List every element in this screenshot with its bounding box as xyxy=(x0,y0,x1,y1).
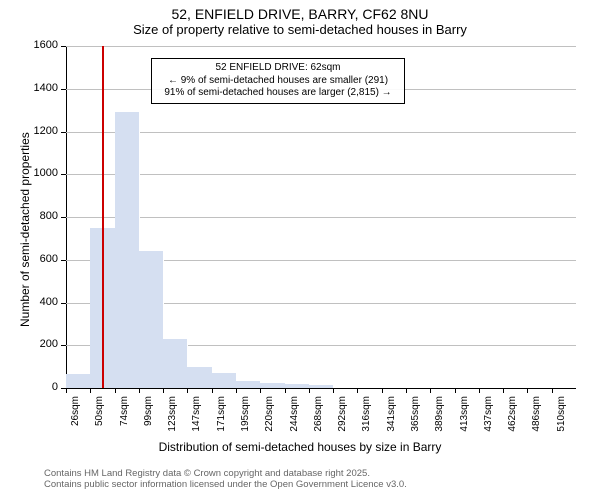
y-tick-label: 800 xyxy=(26,210,58,222)
histogram-bar xyxy=(236,381,261,388)
y-tick-label: 1000 xyxy=(26,167,58,179)
x-axis-label: Distribution of semi-detached houses by … xyxy=(0,440,600,454)
x-tick-label: 316sqm xyxy=(361,396,372,436)
y-tick-label: 1400 xyxy=(26,82,58,94)
x-tick-label: 341sqm xyxy=(386,396,397,436)
histogram-bar xyxy=(212,373,237,388)
y-tick-label: 200 xyxy=(26,338,58,350)
x-tick-label: 510sqm xyxy=(556,396,567,436)
x-tick-label: 413sqm xyxy=(459,396,470,436)
histogram-bar xyxy=(187,367,212,388)
grid-line xyxy=(66,132,576,133)
x-tick-label: 486sqm xyxy=(531,396,542,436)
grid-line xyxy=(66,174,576,175)
reference-line xyxy=(102,46,104,388)
histogram-bar xyxy=(139,251,164,388)
chart-title-line2: Size of property relative to semi-detach… xyxy=(0,22,600,37)
histogram-bar xyxy=(115,112,140,388)
x-tick-label: 147sqm xyxy=(191,396,202,436)
x-tick-label: 292sqm xyxy=(337,396,348,436)
chart-title-line1: 52, ENFIELD DRIVE, BARRY, CF62 8NU xyxy=(0,6,600,22)
histogram-bar xyxy=(260,383,285,388)
x-axis-line xyxy=(66,388,576,389)
x-tick-label: 365sqm xyxy=(410,396,421,436)
y-tick-label: 1200 xyxy=(26,125,58,137)
x-tick-label: 437sqm xyxy=(483,396,494,436)
footnote-line1: Contains HM Land Registry data © Crown c… xyxy=(44,468,407,479)
x-tick-label: 74sqm xyxy=(119,396,130,436)
histogram-bar xyxy=(309,385,334,388)
histogram-bar xyxy=(285,384,310,388)
x-tick-label: 123sqm xyxy=(167,396,178,436)
x-tick-label: 26sqm xyxy=(70,396,81,436)
x-tick-label: 99sqm xyxy=(143,396,154,436)
x-tick-label: 462sqm xyxy=(507,396,518,436)
x-tick-label: 268sqm xyxy=(313,396,324,436)
y-tick-label: 1600 xyxy=(26,39,58,51)
footnote-line2: Contains public sector information licen… xyxy=(44,479,407,490)
y-tick-label: 400 xyxy=(26,296,58,308)
y-tick-label: 0 xyxy=(26,381,58,393)
x-tick-label: 171sqm xyxy=(216,396,227,436)
histogram-bar xyxy=(163,339,188,388)
callout-line: ← 9% of semi-detached houses are smaller… xyxy=(157,75,399,88)
y-tick-label: 600 xyxy=(26,253,58,265)
callout-line: 52 ENFIELD DRIVE: 62sqm xyxy=(157,62,399,75)
grid-line xyxy=(66,217,576,218)
callout-box: 52 ENFIELD DRIVE: 62sqm← 9% of semi-deta… xyxy=(151,58,405,104)
x-tick-label: 244sqm xyxy=(289,396,300,436)
callout-line: 91% of semi-detached houses are larger (… xyxy=(157,87,399,100)
x-tick-label: 389sqm xyxy=(434,396,445,436)
footnote-block: Contains HM Land Registry data © Crown c… xyxy=(44,468,407,491)
plot-area: 52 ENFIELD DRIVE: 62sqm← 9% of semi-deta… xyxy=(66,46,576,388)
histogram-bar xyxy=(66,374,91,388)
grid-line xyxy=(66,46,576,47)
x-tick-label: 220sqm xyxy=(264,396,275,436)
chart-title-block: 52, ENFIELD DRIVE, BARRY, CF62 8NU Size … xyxy=(0,0,600,37)
x-tick-label: 50sqm xyxy=(94,396,105,436)
x-tick-label: 195sqm xyxy=(240,396,251,436)
